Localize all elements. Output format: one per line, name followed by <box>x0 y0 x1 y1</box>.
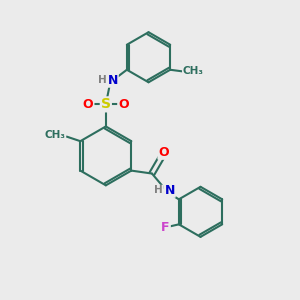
Text: N: N <box>107 74 118 87</box>
Text: H: H <box>154 185 163 195</box>
Text: H: H <box>98 75 106 85</box>
Text: S: S <box>101 98 111 111</box>
Text: CH₃: CH₃ <box>183 66 204 76</box>
Text: O: O <box>83 98 94 111</box>
Text: N: N <box>164 184 175 197</box>
Text: O: O <box>158 146 169 159</box>
Text: O: O <box>118 98 129 111</box>
Text: CH₃: CH₃ <box>45 130 66 140</box>
Text: F: F <box>161 221 170 234</box>
